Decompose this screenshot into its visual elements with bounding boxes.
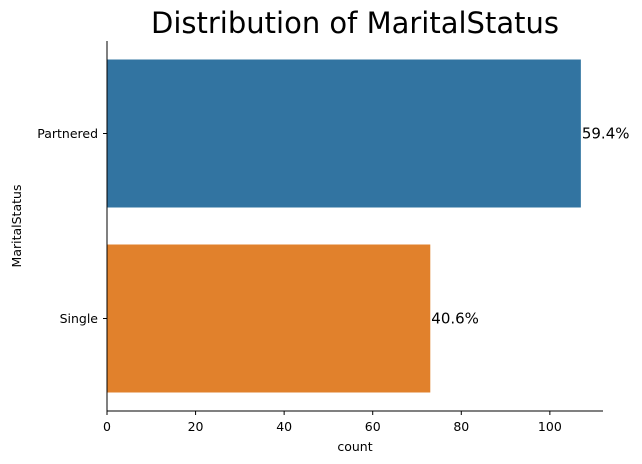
chart-title: Distribution of MaritalStatus — [151, 6, 559, 40]
bars-layer — [107, 59, 581, 393]
data-label-single: 40.6% — [431, 310, 479, 328]
data-label-partnered: 59.4% — [582, 125, 630, 143]
y-tick-label-partnered: Partnered — [37, 126, 98, 141]
x-tick-label-100: 100 — [538, 419, 562, 434]
x-tick-label-20: 20 — [188, 419, 204, 434]
x-axis-label: count — [337, 439, 372, 454]
bar-partnered — [107, 59, 581, 208]
y-tick-label-single: Single — [60, 311, 99, 326]
data-labels-layer: 59.4% 40.6% — [431, 125, 629, 328]
x-tick-label-60: 60 — [365, 419, 381, 434]
x-tick-label-0: 0 — [103, 419, 111, 434]
bar-single — [107, 244, 431, 393]
y-axis-label: MaritalStatus — [9, 185, 24, 268]
x-tick-label-40: 40 — [276, 419, 292, 434]
x-ticks-layer: 0 20 40 60 80 100 — [103, 411, 562, 434]
x-tick-label-80: 80 — [453, 419, 469, 434]
y-ticks-layer: Partnered Single — [37, 126, 107, 326]
